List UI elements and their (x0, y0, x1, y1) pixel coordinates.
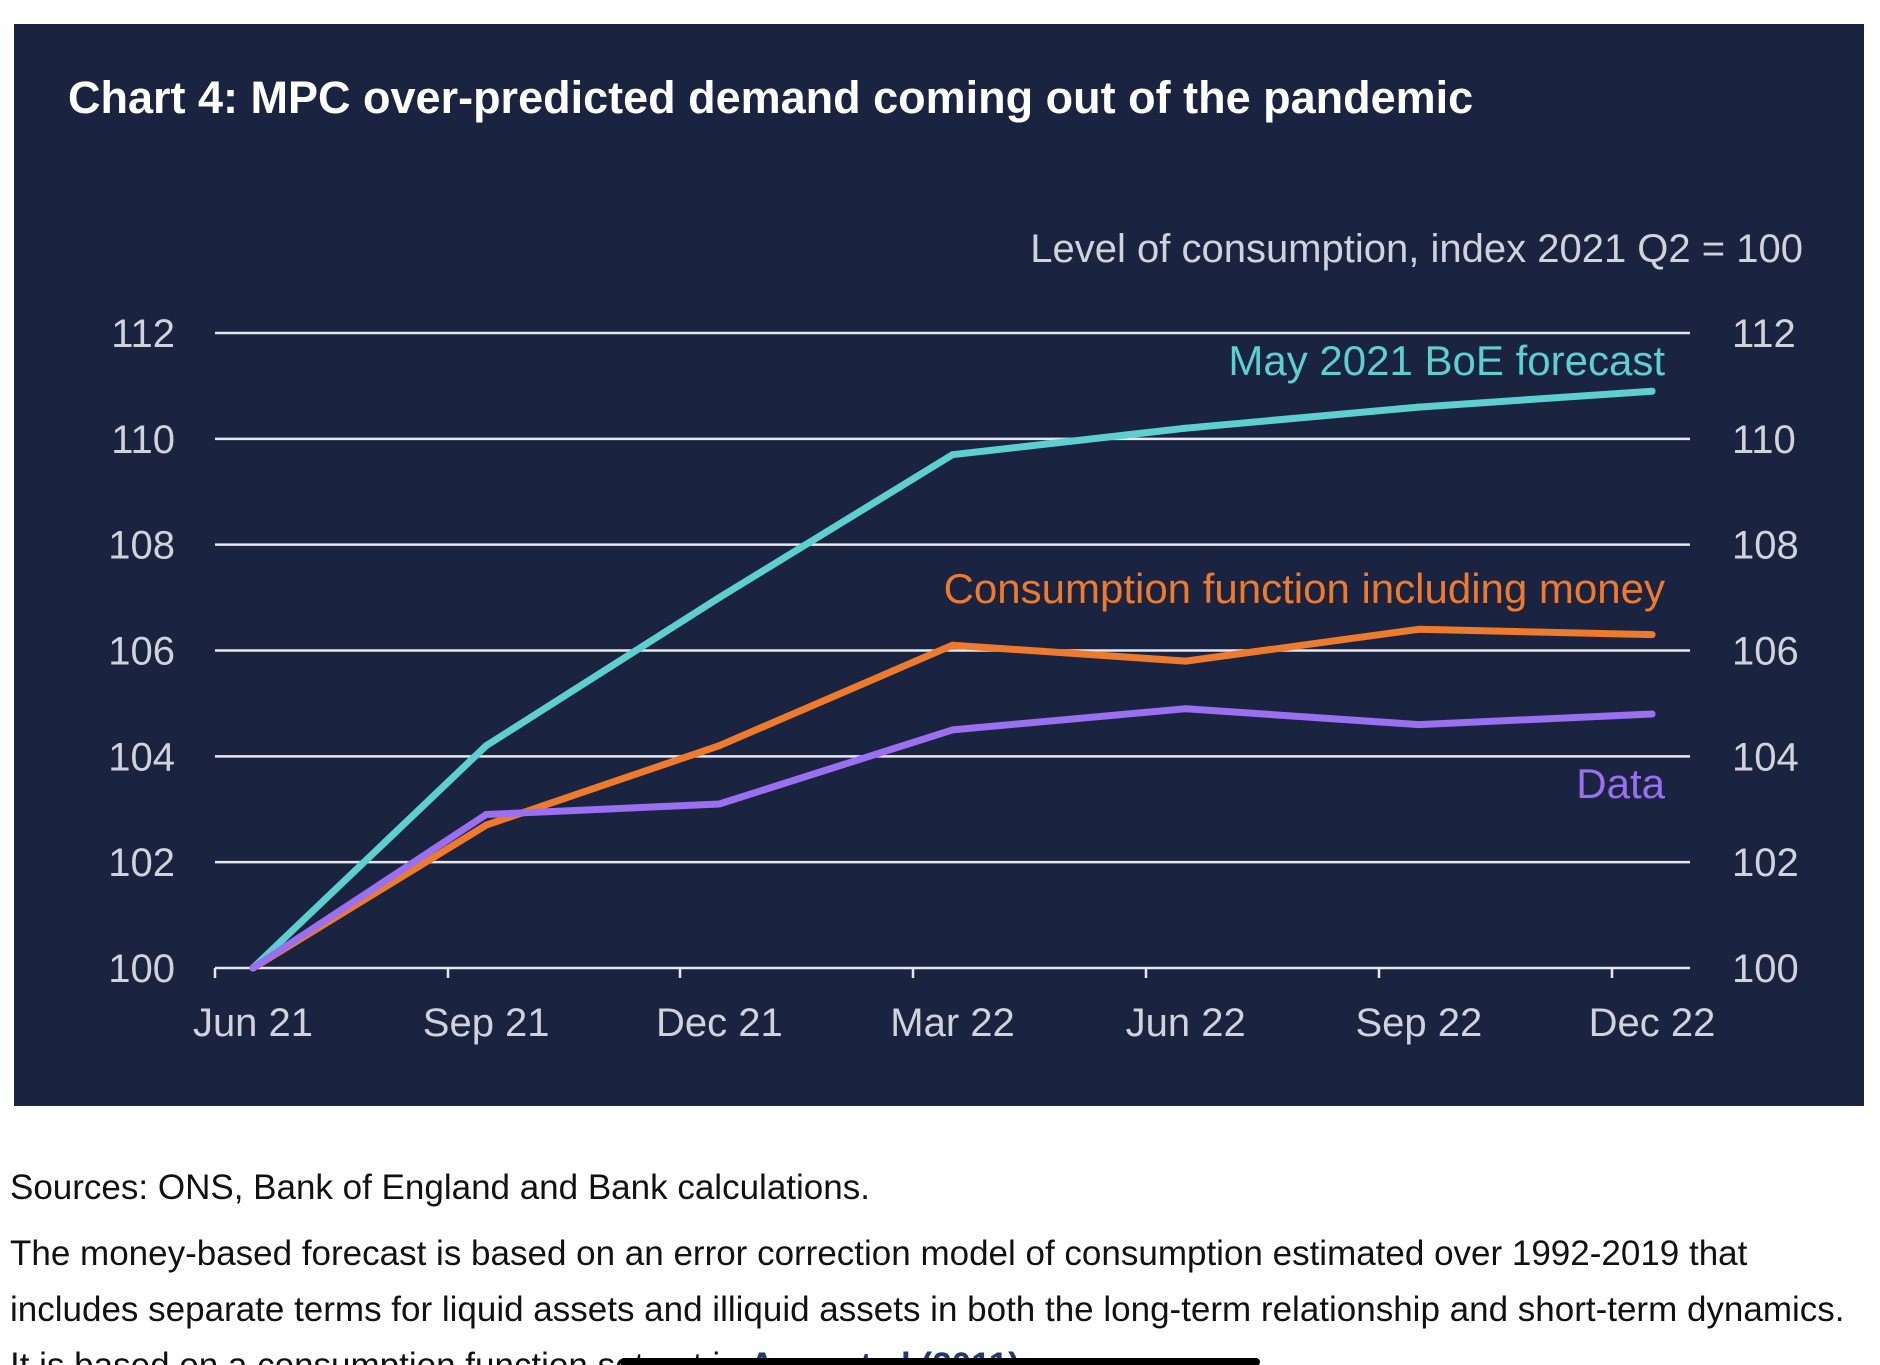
x-tick-label-6: Dec 22 (1589, 1001, 1716, 1045)
series-1-point-1 (482, 821, 490, 829)
line-chart: Level of consumption, index 2021 Q2 = 10… (108, 227, 1803, 1045)
series-0-point-6 (1648, 387, 1656, 395)
y-tick-right-104: 104 (1732, 735, 1799, 779)
x-tick-label-1: Sep 21 (423, 1001, 550, 1045)
y-tick-right-110: 110 (1732, 418, 1796, 462)
x-tick-label-5: Sep 22 (1355, 1001, 1482, 1045)
series-1-point-3 (949, 641, 956, 649)
series-2-point-5 (1415, 721, 1423, 729)
x-tick-label-3: Mar 22 (890, 1001, 1015, 1045)
y-tick-right-100: 100 (1732, 947, 1799, 991)
series-0-point-2 (715, 594, 723, 602)
series-label-0: May 2021 BoE forecast (1228, 337, 1665, 384)
series-2-point-1 (482, 811, 490, 819)
x-tick-label-0: Jun 21 (193, 1001, 313, 1045)
redaction-strike (620, 1358, 1260, 1365)
series-2-point-0 (249, 964, 257, 972)
series-2-point-2 (715, 800, 723, 808)
series-0-point-3 (949, 451, 956, 459)
chart-title: Chart 4: MPC over-predicted demand comin… (68, 72, 1474, 123)
series-1-point-5 (1415, 625, 1423, 633)
x-tick-label-4: Jun 22 (1126, 1001, 1246, 1045)
x-tick-label-2: Dec 21 (656, 1001, 783, 1045)
sources-text: Sources: ONS, Bank of England and Bank c… (10, 1168, 870, 1207)
series-line-1 (249, 625, 1656, 972)
y-axis-label: Level of consumption, index 2021 Q2 = 10… (1030, 227, 1803, 271)
y-tick-right-108: 108 (1732, 524, 1799, 568)
series-2-point-4 (1182, 705, 1190, 713)
y-tick-left-106: 106 (108, 630, 175, 674)
y-tick-left-112: 112 (111, 312, 175, 356)
y-tick-left-100: 100 (108, 947, 175, 991)
series-0-point-1 (482, 742, 490, 750)
methodology-text: The money-based forecast is based on an … (10, 1226, 1870, 1365)
series-1-point-6 (1648, 631, 1656, 639)
y-tick-left-110: 110 (111, 418, 175, 462)
series-0-point-4 (1182, 424, 1190, 432)
series-line-0 (249, 387, 1656, 972)
methodology-body: The money-based forecast is based on an … (10, 1234, 1845, 1365)
series-2-point-3 (949, 726, 956, 734)
y-tick-right-102: 102 (1732, 841, 1799, 885)
series-label-1: Consumption function including money (944, 565, 1665, 612)
series-1-point-2 (715, 742, 723, 750)
y-tick-left-102: 102 (108, 841, 175, 885)
y-tick-right-112: 112 (1732, 312, 1796, 356)
end-punctuation: . (1020, 1346, 1030, 1365)
series-1-point-4 (1182, 657, 1190, 665)
y-tick-left-108: 108 (108, 524, 175, 568)
series-0-point-5 (1415, 403, 1423, 411)
series-label-2: Data (1576, 760, 1665, 807)
chart-notes: Sources: ONS, Bank of England and Bank c… (10, 1160, 1870, 1365)
y-tick-left-104: 104 (108, 735, 175, 779)
series-2-point-6 (1648, 710, 1656, 718)
y-tick-right-106: 106 (1732, 630, 1799, 674)
